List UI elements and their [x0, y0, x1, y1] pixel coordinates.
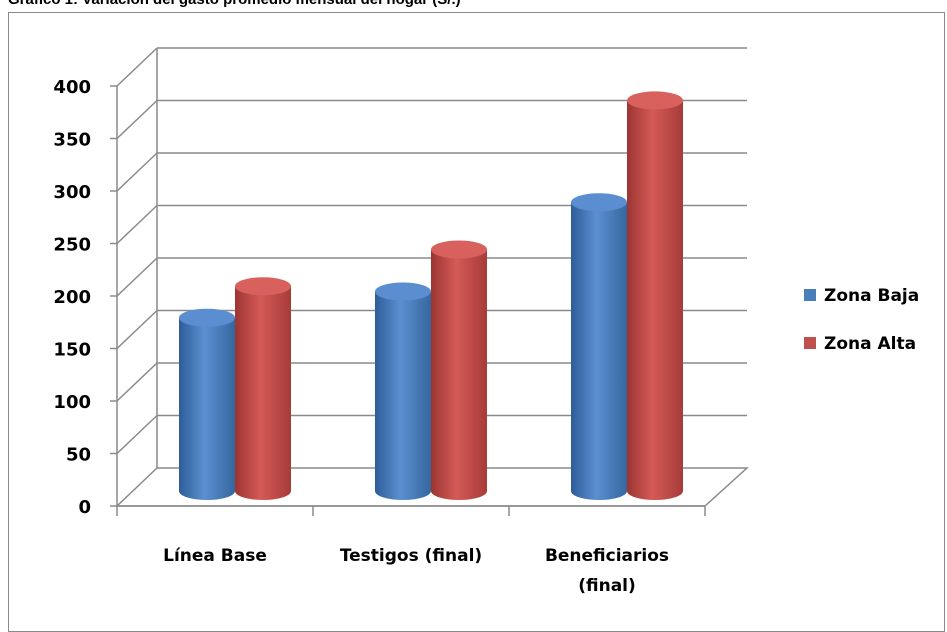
x-tick-label: Testigos (final) — [340, 546, 482, 566]
bar-top — [627, 91, 683, 110]
y-tick-label: 100 — [53, 392, 91, 413]
bar-top — [571, 193, 627, 212]
bar-zona-baja — [571, 202, 627, 500]
bar-top — [179, 308, 235, 327]
bar-zona-alta — [431, 249, 487, 500]
chart-title: Gráfico 1: Variación del gasto promedio … — [8, 0, 461, 8]
gridline-side — [116, 362, 158, 402]
x-tick-label: Línea Base — [163, 546, 267, 566]
x-tick-label-line: (final) — [578, 576, 636, 596]
legend-label: Zona Baja — [824, 286, 919, 306]
y-tick-label: 350 — [53, 130, 91, 151]
x-tick-label: Beneficiarios (final) — [545, 546, 669, 596]
y-tick-label: 150 — [53, 340, 91, 361]
gridline-side — [116, 152, 158, 192]
bar-top — [431, 240, 487, 259]
legend-swatch — [804, 337, 816, 349]
y-tick-label: 50 — [66, 445, 91, 466]
bar-zona-baja — [179, 317, 235, 500]
gridline-side — [116, 257, 158, 297]
gridline-side — [116, 47, 158, 87]
legend-label: Zona Alta — [824, 334, 916, 354]
gridline-side — [116, 414, 158, 455]
bar-top — [375, 282, 431, 301]
y-tick-label: 200 — [53, 287, 91, 308]
y-tick-label: 250 — [53, 235, 91, 256]
legend-swatch — [804, 289, 816, 301]
bar-zona-baja — [375, 291, 431, 500]
bar-top — [235, 277, 291, 296]
bars — [179, 91, 683, 501]
gridline-side — [116, 309, 158, 350]
axes — [110, 85, 706, 516]
y-tick-label: 300 — [53, 182, 91, 203]
bar-zona-alta — [235, 286, 291, 500]
gridline-side — [116, 99, 158, 140]
gridline-side — [116, 204, 158, 245]
x-tick-label-line: Beneficiarios — [545, 546, 669, 566]
axis-labels: 0 50 100 150 200 250 300 350 400 Línea Base Testig… — [53, 77, 669, 596]
bar-zona-alta — [627, 100, 683, 501]
legend: Zona Baja Zona Alta — [804, 286, 919, 354]
y-tick-label: 400 — [53, 77, 91, 98]
y-tick-label: 0 — [78, 497, 91, 518]
